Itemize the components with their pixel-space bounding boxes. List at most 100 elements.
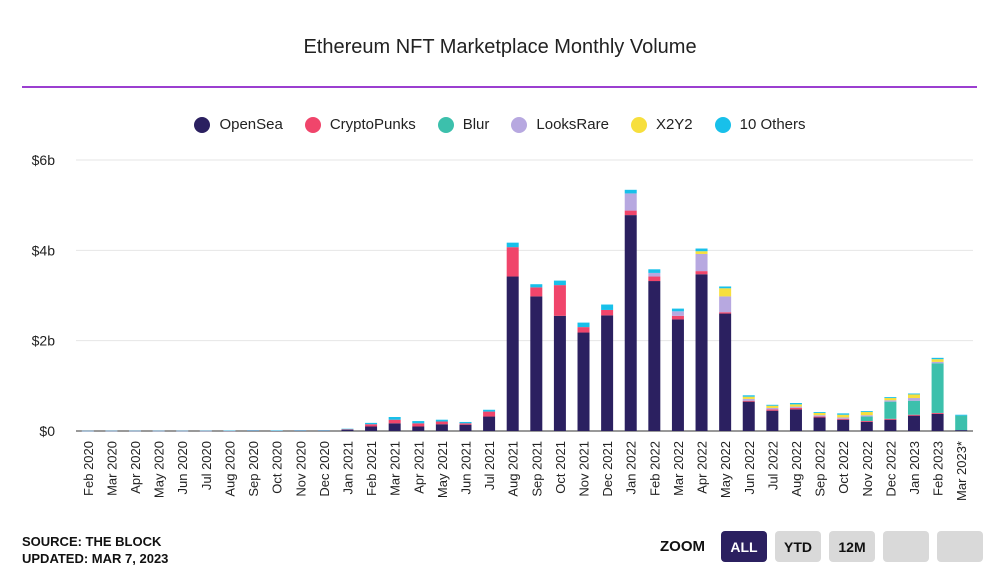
bar-segment <box>931 413 944 431</box>
bar-segment <box>270 430 283 431</box>
zoom-blank-button[interactable] <box>937 531 983 562</box>
bar-segment <box>813 412 826 413</box>
bar-segment <box>530 296 543 431</box>
bar-segment <box>789 407 802 410</box>
x-tick-label: Sep 2022 <box>813 441 828 497</box>
legend-label: CryptoPunks <box>329 116 416 133</box>
y-tick-label: $4b <box>32 242 56 258</box>
x-tick-label: Nov 2021 <box>577 441 592 497</box>
bar-segment <box>365 424 378 427</box>
bar-segment <box>742 396 755 399</box>
bar-segment <box>907 394 920 399</box>
x-tick-label: Jan 2021 <box>340 441 355 495</box>
bar-segment <box>601 309 614 316</box>
bar-segment <box>553 315 566 431</box>
bar-segment <box>624 210 637 216</box>
bar-segment <box>341 429 354 430</box>
bar-segment <box>412 423 425 427</box>
x-tick-label: Mar 2021 <box>388 441 403 496</box>
bar-segment <box>766 407 779 410</box>
bar-segment <box>459 423 472 425</box>
bar-segment <box>907 414 920 416</box>
chart-title: Ethereum NFT Marketplace Monthly Volume <box>303 36 697 58</box>
x-tick-label: Mar 2022 <box>671 441 686 496</box>
chart-legend: OpenSea CryptoPunks Blur LooksRare X2Y2 … <box>0 116 1000 133</box>
legend-item-opensea[interactable]: OpenSea <box>194 116 283 133</box>
bar-segment <box>388 423 401 431</box>
bar-segment <box>931 357 944 360</box>
legend-label: Blur <box>462 116 490 133</box>
x-tick-label: Sep 2020 <box>246 441 261 497</box>
bar-segment <box>860 415 873 417</box>
bar-segment <box>317 430 330 431</box>
bar-segment <box>435 421 448 425</box>
zoom-ytd-button[interactable]: YTD <box>775 531 821 562</box>
zoom-12m-button[interactable]: 12M <box>829 531 875 562</box>
bar-segment <box>506 242 519 248</box>
x-tick-label: May 2020 <box>152 441 167 498</box>
legend-item-blur[interactable]: Blur <box>437 116 490 133</box>
x-tick-label: Sep 2021 <box>529 441 544 497</box>
bar-segment <box>695 253 708 272</box>
bar-segment <box>719 286 732 289</box>
legend-item-others[interactable]: 10 Others <box>714 116 806 133</box>
x-tick-label: Nov 2020 <box>293 441 308 497</box>
bar-segment <box>459 424 472 431</box>
x-tick-label: Mar 2023* <box>954 441 969 501</box>
bar-segment <box>955 430 968 431</box>
y-tick-label: $6b <box>32 152 56 168</box>
bar-segment <box>105 430 118 432</box>
x-tick-label: Feb 2023 <box>931 441 946 496</box>
bar-segment <box>907 398 920 401</box>
bar-segment <box>837 417 850 419</box>
title-divider <box>22 86 977 88</box>
bar-segment <box>813 417 826 431</box>
x-tick-label: May 2022 <box>718 441 733 498</box>
bar-segment <box>837 414 850 418</box>
legend-marker-icon <box>511 116 528 133</box>
bar-segment <box>789 402 802 405</box>
bar-segment <box>742 398 755 401</box>
zoom-controls: ZOOM ALL YTD 12M <box>660 531 983 562</box>
source-note: SOURCE: THE BLOCK UPDATED: MAR 7, 2023 <box>22 533 168 567</box>
bar-segment <box>884 397 897 399</box>
bar-segment <box>365 426 378 431</box>
x-tick-label: Dec 2022 <box>883 441 898 497</box>
x-tick-label: Feb 2020 <box>81 441 96 496</box>
legend-label: OpenSea <box>219 116 283 133</box>
bar-segment <box>837 419 850 431</box>
bar-segment <box>199 430 212 432</box>
legend-label: X2Y2 <box>655 116 693 133</box>
bar-segment <box>837 418 850 420</box>
bar-segment <box>671 308 684 312</box>
bar-segment <box>907 400 920 415</box>
zoom-all-button[interactable]: ALL <box>721 531 767 562</box>
y-tick-label: $2b <box>32 333 56 349</box>
bar-segment <box>648 272 661 277</box>
bar-segment <box>695 274 708 431</box>
legend-item-x2y2[interactable]: X2Y2 <box>630 116 693 133</box>
bar-segment <box>459 421 472 424</box>
bar-segment <box>648 269 661 273</box>
bar-segment <box>931 363 944 413</box>
zoom-label: ZOOM <box>660 538 705 555</box>
bar-segment <box>789 406 802 408</box>
zoom-blank-button[interactable] <box>883 531 929 562</box>
bar-segment <box>671 315 684 320</box>
bar-segment <box>577 322 590 328</box>
bar-segment <box>553 280 566 286</box>
bar-segment <box>435 424 448 431</box>
bar-segment <box>931 361 944 364</box>
x-tick-label: Aug 2020 <box>222 441 237 497</box>
bar-segment <box>789 404 802 407</box>
bar-segment <box>671 319 684 431</box>
x-tick-label: May 2021 <box>435 441 450 498</box>
legend-item-cryptopunks[interactable]: CryptoPunks <box>304 116 416 133</box>
bar-segment <box>955 414 968 416</box>
x-tick-label: Apr 2021 <box>411 441 426 494</box>
bar-segment <box>483 411 496 417</box>
bar-segment <box>81 430 94 432</box>
bar-segment <box>506 247 519 277</box>
bar-segment <box>577 327 590 333</box>
legend-item-looksrare[interactable]: LooksRare <box>511 116 609 133</box>
